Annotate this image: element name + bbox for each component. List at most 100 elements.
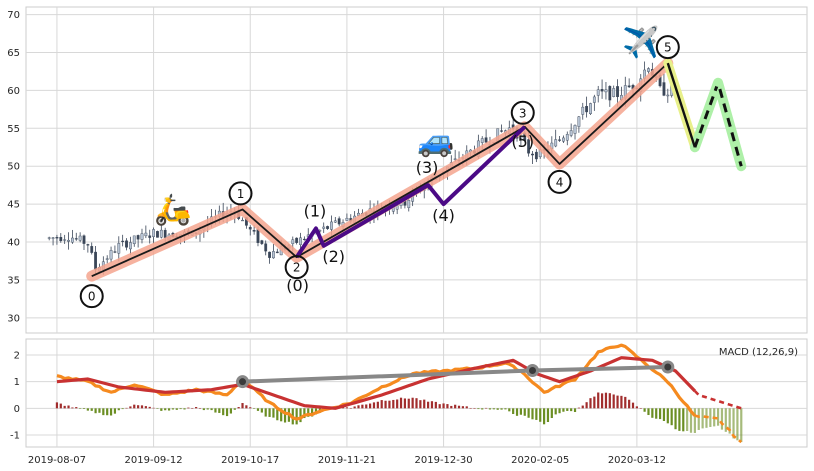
macd-histogram-bar xyxy=(554,408,557,415)
candle-body xyxy=(51,237,55,239)
macd-trendline-point xyxy=(664,363,672,371)
macd-y-tick: 1 xyxy=(14,377,20,388)
candle-body xyxy=(264,243,268,252)
macd-y-tick-labels: -1 0 1 2 xyxy=(10,351,20,442)
macd-histogram-bar xyxy=(396,399,399,409)
candle-body xyxy=(647,68,650,72)
macd-histogram-bar xyxy=(59,403,62,409)
macd-histogram-bar xyxy=(179,408,182,410)
macd-histogram-bar xyxy=(426,401,430,409)
candle-body xyxy=(272,251,275,259)
macd-histogram-bar xyxy=(593,396,596,409)
macd-histogram-bar xyxy=(86,408,89,411)
macd-histogram-bar xyxy=(133,404,136,409)
candle-body xyxy=(55,237,59,239)
candle-body xyxy=(256,229,260,243)
candle-body xyxy=(63,239,67,241)
candle-body xyxy=(484,137,488,143)
macd-histogram-bar xyxy=(531,408,534,420)
wave-label-primary: 0 xyxy=(88,290,96,304)
airplane-icon: ✈️ xyxy=(622,23,659,60)
macd-histogram-bar xyxy=(152,407,155,409)
macd-histogram-bar xyxy=(109,408,113,416)
macd-histogram-bar xyxy=(616,395,619,409)
candle-body xyxy=(47,237,51,239)
macd-histogram-bar xyxy=(175,408,178,410)
macd-histogram-bar xyxy=(434,401,437,409)
macd-histogram-bar xyxy=(728,408,731,434)
candle-body xyxy=(128,242,132,250)
macd-histogram-bar xyxy=(225,408,229,417)
macd-histogram-bar xyxy=(566,408,569,411)
macd-histogram-bar xyxy=(655,408,658,419)
price-y-tick: 70 xyxy=(7,10,20,21)
macd-histogram-bar xyxy=(515,408,519,416)
macd-histogram-bar xyxy=(299,408,302,423)
candle-body xyxy=(407,200,411,208)
macd-histogram-bar xyxy=(662,408,666,421)
macd-histogram-bar xyxy=(635,406,638,409)
macd-histogram-bar xyxy=(372,402,376,409)
macd-histogram-bar xyxy=(647,408,650,416)
macd-histogram-bar xyxy=(229,408,233,414)
candle-body xyxy=(125,240,128,248)
macd-gridlines xyxy=(26,339,807,447)
candle-body xyxy=(480,138,484,143)
candle-body xyxy=(519,135,523,139)
macd-histogram-bar xyxy=(539,408,542,422)
macd-histogram-bar xyxy=(581,405,584,409)
wave-circle xyxy=(510,100,535,125)
candle-body xyxy=(453,158,457,160)
macd-histogram-bar xyxy=(241,403,244,409)
macd-histogram-bar xyxy=(210,408,213,411)
macd-histogram-bar xyxy=(477,408,480,410)
macd-histogram-bar xyxy=(295,408,298,425)
macd-histogram-bar xyxy=(512,408,515,415)
macd-line xyxy=(56,343,697,421)
macd-histogram-bar xyxy=(562,408,565,412)
macd-histogram-bar xyxy=(55,402,59,409)
macd-histogram-bar xyxy=(160,408,163,411)
candle-body xyxy=(152,229,155,237)
primary-wave xyxy=(86,57,674,282)
macd-histogram-bar xyxy=(558,408,561,414)
macd-histogram-bar xyxy=(573,408,577,413)
macd-histogram-bar xyxy=(156,408,159,409)
candle-body xyxy=(140,233,144,240)
macd-histogram-bar xyxy=(195,407,198,409)
macd-histogram-bar xyxy=(148,406,151,409)
macd-histogram-bar xyxy=(732,408,735,439)
price-y-tick-labels: 30 35 40 45 50 55 60 65 70 xyxy=(7,10,20,324)
macd-histogram-bar xyxy=(465,406,468,409)
candle-body xyxy=(275,251,279,254)
candle-body xyxy=(558,139,561,141)
macd-histogram-bar xyxy=(365,404,368,409)
candle-body xyxy=(302,238,306,241)
candle-body xyxy=(612,88,616,97)
macd-histogram-bar xyxy=(222,408,225,416)
macd-histogram-bar xyxy=(473,408,476,409)
macd-histogram-bar xyxy=(272,408,275,418)
macd-histogram-bar xyxy=(369,403,372,409)
macd-histogram-bar xyxy=(519,408,522,415)
macd-histogram-bar xyxy=(682,408,685,432)
macd-histogram-bar xyxy=(198,408,202,409)
macd-histogram-bar xyxy=(164,408,167,411)
candle-body xyxy=(248,226,252,230)
macd-histogram-bar xyxy=(233,408,236,410)
candle-body xyxy=(666,94,670,97)
macd-histogram-bar xyxy=(446,404,449,409)
macd-histogram-bar xyxy=(98,408,101,413)
macd-histogram-bar xyxy=(311,408,314,417)
macd-histogram-bar xyxy=(628,399,631,409)
macd-histogram-bar xyxy=(202,408,205,411)
macd-histogram-bar xyxy=(268,408,271,417)
macd-histogram-bar xyxy=(380,400,383,409)
price-y-tick: 30 xyxy=(7,313,20,324)
macd-histogram-bar xyxy=(167,408,171,411)
macd-histogram-bar xyxy=(117,408,120,411)
candle-body xyxy=(592,96,596,103)
macd-histogram-bar xyxy=(63,405,66,409)
candle-body xyxy=(333,220,337,223)
macd-histogram-bar xyxy=(658,408,662,420)
